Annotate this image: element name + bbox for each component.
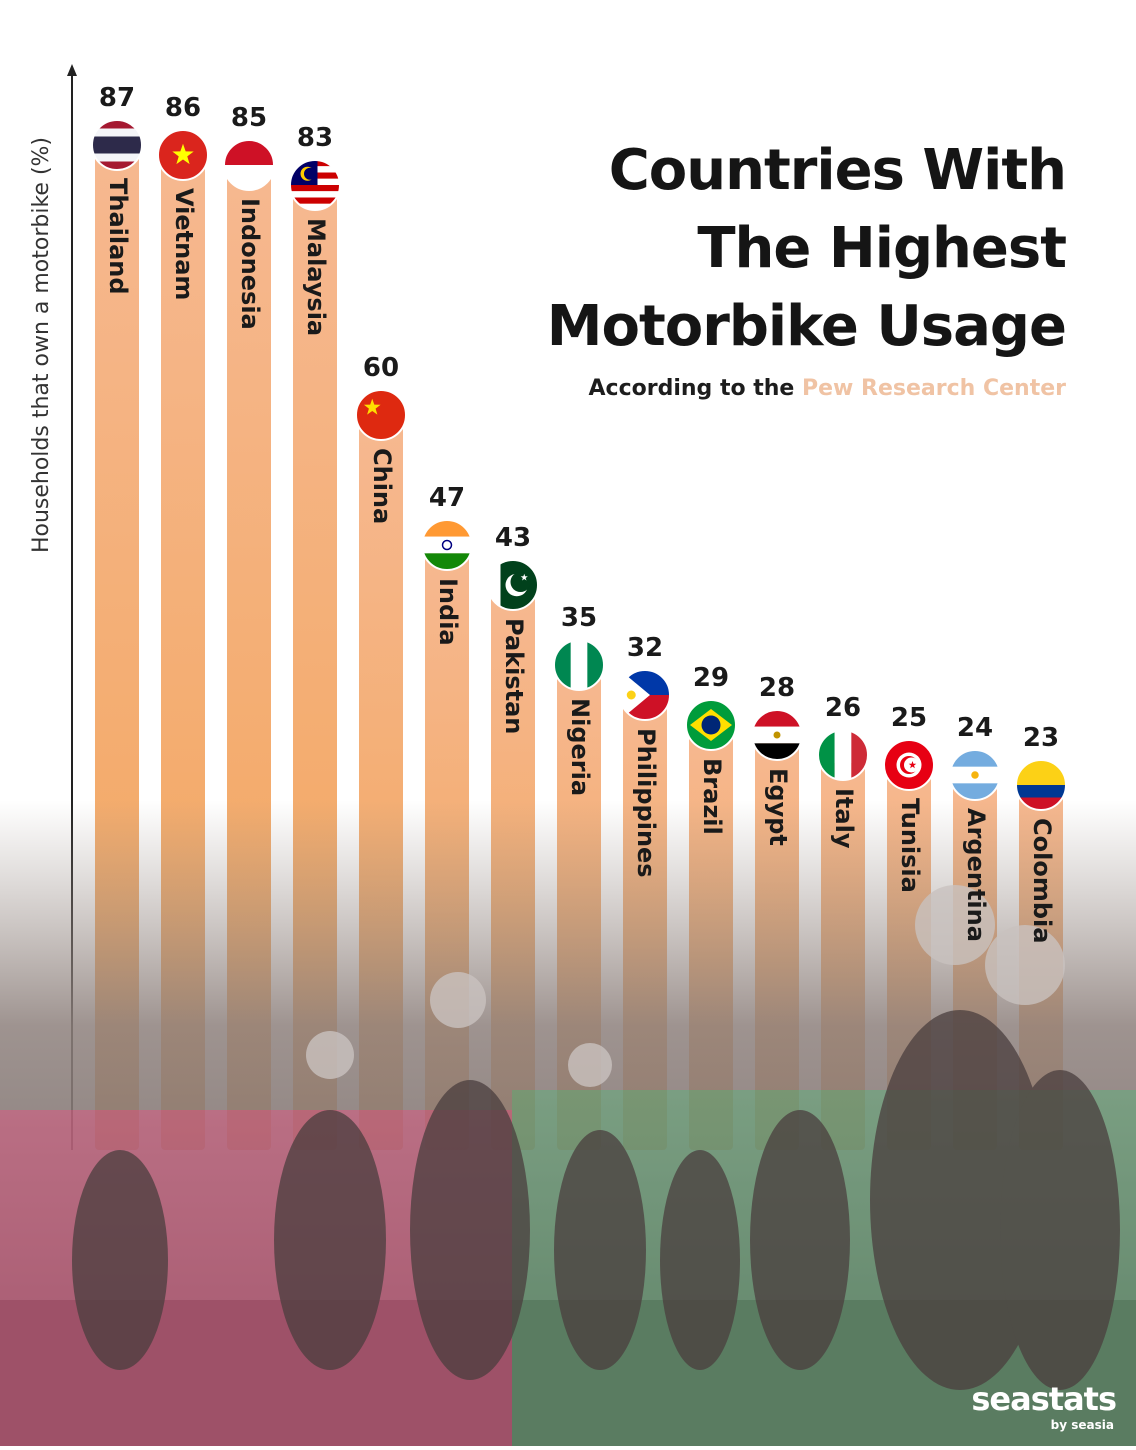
- china-flag-icon: [355, 389, 407, 441]
- brand-sub: by seasia: [1050, 1418, 1114, 1432]
- category-label-nigeria: Nigeria: [566, 698, 594, 796]
- value-label-argentina: 24: [957, 713, 993, 743]
- value-label-pakistan: 43: [495, 523, 531, 553]
- india-flag-icon: [421, 519, 473, 571]
- thailand-flag-icon: [91, 119, 143, 171]
- subtitle-prefix: According to the: [588, 376, 795, 401]
- category-label-argentina: Argentina: [962, 808, 990, 942]
- brand-logo: seastats: [971, 1380, 1117, 1418]
- italy-flag-icon: [817, 729, 869, 781]
- category-label-philippines: Philippines: [632, 728, 660, 878]
- malaysia-flag-icon: [289, 159, 341, 211]
- brazil-flag-icon: [685, 699, 737, 751]
- category-label-china: China: [368, 448, 396, 524]
- tunisia-flag-icon: [883, 739, 935, 791]
- category-label-india: India: [434, 578, 462, 646]
- category-label-malaysia: Malaysia: [302, 218, 330, 336]
- value-label-brazil: 29: [693, 663, 729, 693]
- y-axis-label: Households that own a motorbike (%): [29, 136, 54, 554]
- value-label-colombia: 23: [1023, 723, 1059, 753]
- chart-title: Countries With The Highest Motorbike Usa…: [546, 132, 1067, 366]
- value-label-nigeria: 35: [561, 603, 597, 633]
- value-label-italy: 26: [825, 693, 861, 723]
- street-scene-photo: [0, 800, 1136, 1446]
- category-label-tunisia: Tunisia: [896, 798, 924, 893]
- category-label-vietnam: Vietnam: [170, 188, 198, 300]
- argentina-flag-icon: [949, 749, 1001, 801]
- value-label-indonesia: 85: [231, 103, 267, 133]
- pakistan-flag-icon: [487, 559, 539, 611]
- colombia-flag-icon: [1015, 759, 1067, 811]
- category-label-thailand: Thailand: [104, 178, 132, 295]
- subtitle-source: Pew Research Center: [802, 376, 1066, 401]
- category-label-pakistan: Pakistan: [500, 618, 528, 734]
- category-label-egypt: Egypt: [764, 768, 792, 846]
- egypt-flag-icon: [751, 709, 803, 761]
- title-line-2: The Highest: [697, 216, 1067, 281]
- value-label-philippines: 32: [627, 633, 663, 663]
- category-label-colombia: Colombia: [1028, 818, 1056, 943]
- title-line-3: Motorbike Usage: [546, 294, 1067, 359]
- category-label-italy: Italy: [830, 788, 858, 849]
- chart-subtitle: According to the Pew Research Center: [589, 376, 1066, 401]
- value-label-egypt: 28: [759, 673, 795, 703]
- title-line-1: Countries With: [608, 138, 1067, 203]
- category-label-brazil: Brazil: [698, 758, 726, 835]
- category-label-indonesia: Indonesia: [236, 198, 264, 330]
- nigeria-flag-icon: [553, 639, 605, 691]
- value-label-china: 60: [363, 353, 399, 383]
- value-label-thailand: 87: [99, 83, 135, 113]
- value-label-tunisia: 25: [891, 703, 927, 733]
- y-axis-arrow-icon: [67, 64, 77, 76]
- vietnam-flag-icon: [157, 129, 209, 181]
- value-label-vietnam: 86: [165, 93, 201, 123]
- labels-layer: 87 Thailand 86 Vietnam 85 Indonesia 83 Malaysia…: [91, 83, 1067, 943]
- philippines-flag-icon: [619, 669, 671, 721]
- value-label-malaysia: 83: [297, 123, 333, 153]
- value-label-india: 47: [429, 483, 465, 513]
- indonesia-flag-icon: [223, 139, 275, 191]
